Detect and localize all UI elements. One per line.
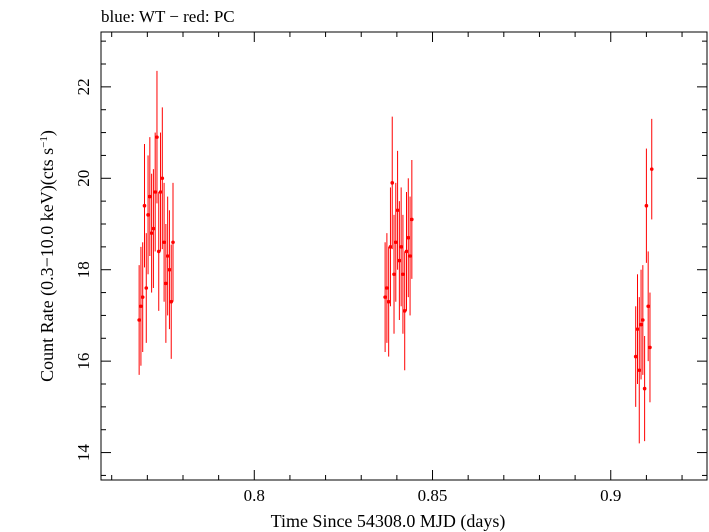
x-tick-label: 0.9	[600, 486, 621, 505]
y-tick-label: 20	[74, 170, 93, 187]
data-point	[639, 322, 643, 327]
y-axis-label-main: Count Rate (0.3−10.0 keV)(cts s	[37, 148, 58, 382]
x-axis: 0.8 0.85 0.9	[111, 32, 683, 505]
data-point	[165, 254, 170, 258]
data-point	[408, 254, 412, 258]
plot-frame	[100, 31, 708, 481]
y-tick-label: 14	[74, 444, 93, 462]
data-point	[385, 286, 389, 290]
y-axis-label-close: )	[37, 130, 58, 136]
data-point	[383, 295, 387, 299]
data-point	[642, 386, 647, 391]
data-point	[646, 304, 650, 309]
data-point	[410, 217, 414, 222]
x-tick-label: 0.8	[244, 486, 265, 505]
data-point	[146, 213, 150, 217]
data-point	[142, 203, 147, 208]
data-point	[644, 203, 649, 208]
y-axis: 14 16 18 20 22	[74, 40, 707, 476]
data-point	[404, 249, 409, 254]
y-axis-label-exponent: −1	[38, 136, 50, 148]
y-tick-label: 16	[74, 353, 93, 370]
data-point	[392, 272, 396, 277]
data-point	[397, 258, 402, 263]
data-point	[401, 272, 405, 277]
data-point	[171, 240, 175, 245]
data-point	[388, 245, 393, 249]
data-point	[156, 249, 161, 254]
x-axis-label: Time Since 54308.0 MJD (days)	[271, 511, 506, 532]
data-point	[402, 309, 407, 313]
data-point	[406, 235, 411, 240]
y-tick-label: 18	[74, 261, 93, 278]
data-point	[158, 190, 163, 194]
data-series	[137, 70, 654, 444]
data-point	[390, 181, 395, 185]
data-point	[149, 231, 154, 235]
data-point	[395, 208, 400, 213]
data-point	[139, 304, 143, 309]
y-tick-label: 22	[74, 78, 93, 95]
data-point	[162, 240, 166, 245]
data-point	[386, 299, 391, 304]
data-point	[394, 240, 398, 245]
data-point	[649, 167, 654, 171]
data-point	[148, 194, 152, 199]
data-point	[144, 286, 149, 290]
data-point	[140, 295, 145, 299]
data-point	[155, 135, 159, 139]
chart-title: blue: WT − red: PC	[101, 7, 235, 26]
data-point	[151, 226, 156, 231]
data-point	[169, 299, 174, 304]
y-axis-label: Count Rate (0.3−10.0 keV)(cts s−1)	[37, 130, 58, 382]
data-point	[167, 267, 172, 272]
data-point	[153, 190, 157, 194]
data-point	[164, 281, 168, 286]
data-point	[635, 327, 640, 331]
x-tick-label: 0.85	[418, 486, 448, 505]
data-point	[137, 318, 141, 322]
data-point	[399, 245, 403, 249]
data-point	[633, 354, 638, 359]
data-point	[160, 176, 165, 181]
data-point	[637, 368, 642, 373]
data-point	[648, 345, 652, 350]
data-point	[641, 318, 645, 322]
